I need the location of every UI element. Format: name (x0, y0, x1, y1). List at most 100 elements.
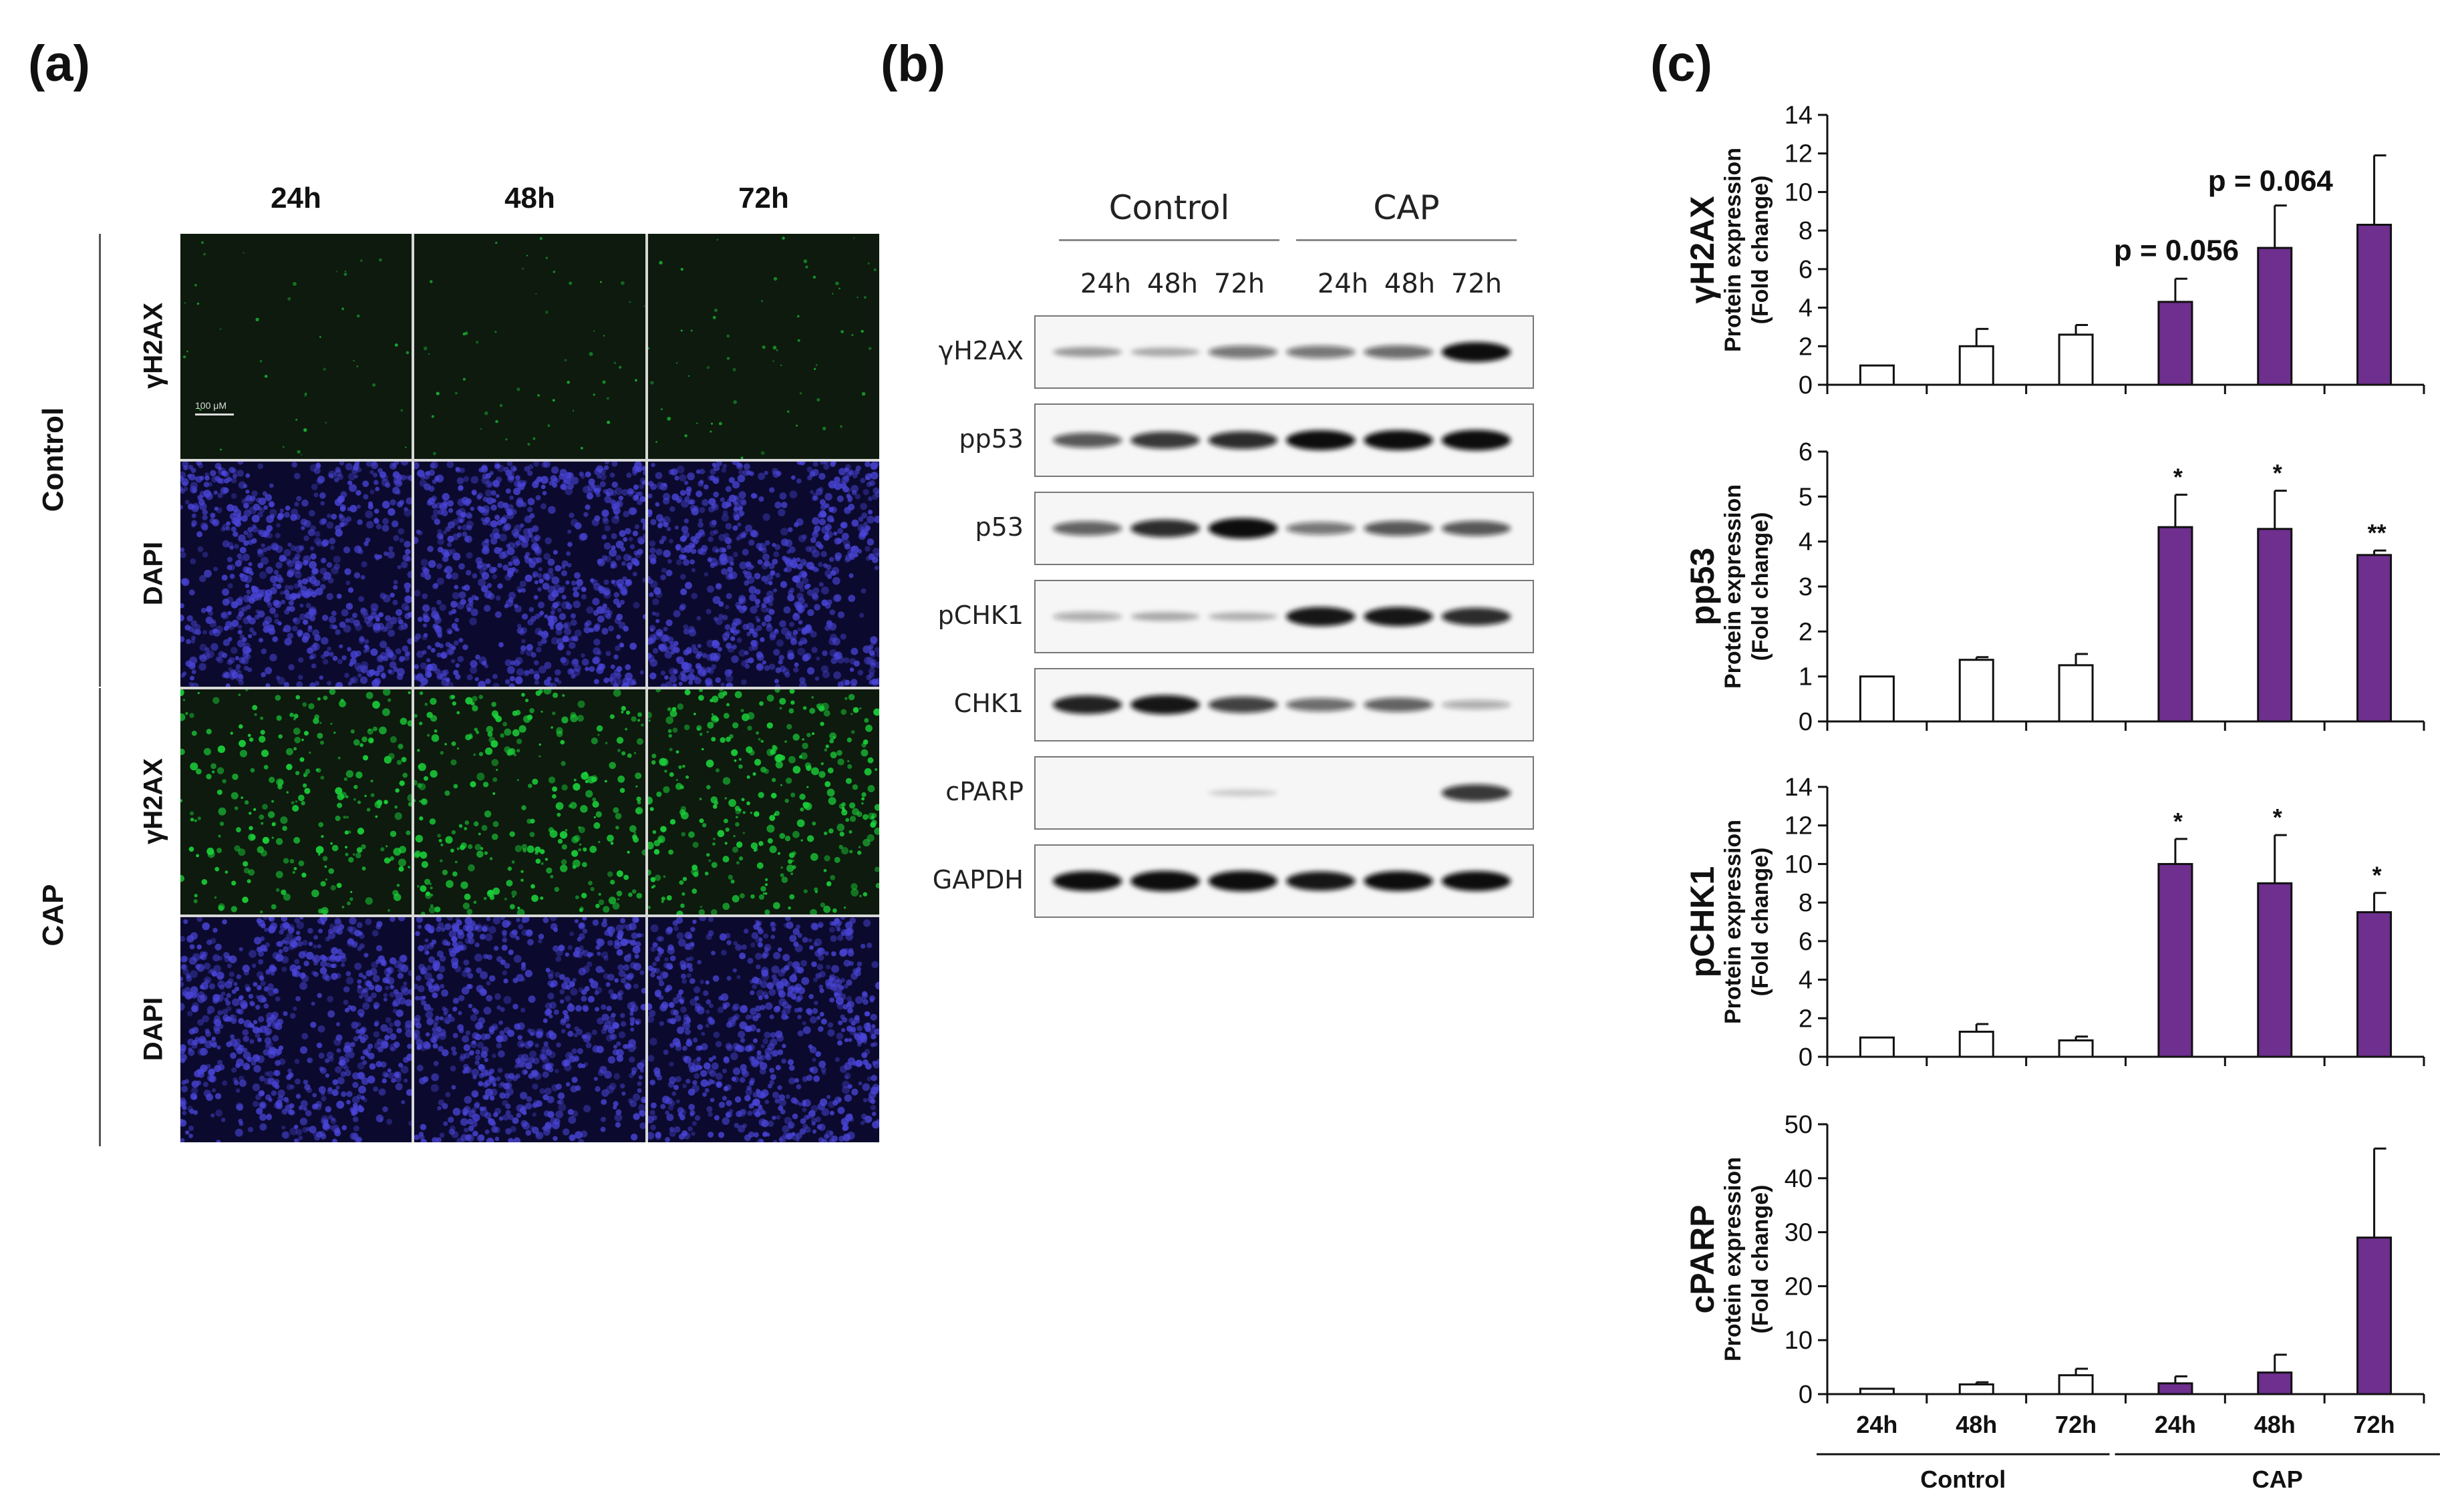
wb-strip (1034, 403, 1534, 477)
wb-timepoint-label: 72h (1450, 269, 1503, 299)
y-tick-label: 5 (1799, 483, 1813, 511)
x-tick-label: 72h (2055, 1411, 2097, 1438)
dapi-image (180, 462, 412, 687)
wb-band (1285, 522, 1356, 535)
wb-row-label: CHK1 (953, 689, 1024, 718)
y-tick-label: 10 (1785, 1327, 1813, 1355)
y-tick-label: 0 (1799, 708, 1813, 736)
y-tick-label: 10 (1785, 850, 1813, 878)
y-axis-label: Protein expression (1720, 148, 1746, 352)
wb-row-label: pCHK1 (937, 601, 1024, 630)
wb-row-label: p53 (975, 512, 1024, 542)
x-tick-label: 72h (2354, 1411, 2395, 1438)
wb-row-label: pp53 (959, 424, 1024, 454)
wb-band (1285, 871, 1356, 891)
wb-strip (1034, 844, 1534, 918)
wb-band (1364, 520, 1433, 536)
wb-band (1052, 347, 1122, 357)
gamma-h2ax-image (648, 689, 879, 914)
gamma-h2ax-image (180, 689, 412, 914)
wb-band (1052, 432, 1122, 448)
panel-label-b: (b) (881, 35, 946, 92)
wb-timepoint-label: 24h (1317, 269, 1369, 299)
y-axis-label: Protein expression (1720, 484, 1746, 689)
protein-label: pp53 (1684, 548, 1721, 626)
scale-bar (195, 413, 234, 415)
wb-strip (1034, 668, 1534, 741)
dapi-image (180, 917, 412, 1142)
bar (1859, 675, 1895, 723)
wb-band (1364, 871, 1433, 891)
protein-label: cPARP (1684, 1204, 1721, 1313)
bar (2257, 1371, 2293, 1395)
y-tick-label: 0 (1799, 1043, 1813, 1071)
dapi-image (414, 462, 645, 687)
y-tick-label: 2 (1799, 333, 1813, 361)
bar (2356, 223, 2393, 386)
significance-marker: * (2173, 808, 2183, 835)
dapi-image (414, 917, 645, 1142)
protein-label: γH2AX (1684, 196, 1721, 303)
wb-band (1130, 870, 1200, 892)
wb-timepoint-label: 24h (1080, 269, 1132, 299)
bar (2356, 554, 2393, 723)
wb-row-label: GAPDH (932, 865, 1024, 894)
wb-band (1285, 607, 1356, 627)
wb-strip (1034, 580, 1534, 653)
gamma-h2ax-image (180, 234, 412, 459)
wb-timepoint-label: 72h (1213, 269, 1265, 299)
wb-strip (1034, 492, 1534, 565)
wb-band (1130, 432, 1200, 449)
gamma-h2ax-image (648, 234, 879, 459)
wb-band (1208, 431, 1278, 450)
y-tick-label: 1 (1799, 663, 1813, 691)
bar (2157, 1382, 2193, 1395)
y-tick-label: 50 (1785, 1111, 1813, 1139)
wb-band (1285, 697, 1356, 712)
wb-band (1441, 520, 1511, 536)
wb-band (1364, 697, 1433, 712)
group-label: Control (1920, 1466, 2006, 1493)
bar (1859, 1036, 1895, 1058)
chart-0: 0 2 4 6 8 10 12 14 γH2AX Protein expression (Fold … (1684, 102, 2425, 399)
bar (2356, 1236, 2393, 1395)
y-tick-label: 0 (1799, 371, 1813, 399)
chart-1: 0 1 2 3 4 5 6 pp53 Protein expression (Fold chang… (1684, 438, 2425, 736)
wb-group-label: CAP (1373, 188, 1440, 227)
bar (1859, 364, 1895, 386)
wb-band (1364, 345, 1433, 359)
bar (2356, 911, 2393, 1058)
x-tick-label: 48h (1956, 1411, 1997, 1438)
bar (2157, 301, 2193, 386)
y-axis-label: (Fold change) (1748, 848, 1773, 997)
wb-band (1364, 607, 1433, 627)
y-tick-label: 6 (1799, 928, 1813, 956)
y-tick-label: 6 (1799, 256, 1813, 284)
y-tick-label: 2 (1799, 618, 1813, 646)
x-tick-label: 24h (1856, 1411, 1897, 1438)
panel-label-c: (c) (1650, 35, 1712, 92)
gamma-h2ax-image (414, 689, 645, 914)
wb-band (1441, 700, 1511, 709)
wb-row-label: cPARP (945, 777, 1024, 806)
y-tick-label: 4 (1799, 528, 1813, 556)
y-tick-label: 2 (1799, 1005, 1813, 1033)
chart-2: 0 2 4 6 8 10 12 14 pCHK1 Protein expression (Fold … (1684, 774, 2425, 1071)
wb-band (1208, 518, 1278, 539)
wb-band (1130, 695, 1200, 715)
dapi-image (648, 917, 879, 1142)
y-axis-label: (Fold change) (1748, 176, 1773, 325)
significance-marker: ** (2368, 519, 2386, 546)
wb-band (1441, 871, 1511, 891)
bar (1958, 659, 1994, 723)
wb-band (1130, 347, 1200, 357)
y-tick-label: 40 (1785, 1165, 1813, 1193)
wb-band (1441, 430, 1511, 451)
protein-label: pCHK1 (1684, 866, 1721, 978)
bar (1958, 1383, 1994, 1395)
wb-band (1130, 519, 1200, 538)
bar (2058, 664, 2094, 723)
wb-band (1208, 345, 1278, 359)
panel-label-a: (a) (28, 35, 90, 92)
